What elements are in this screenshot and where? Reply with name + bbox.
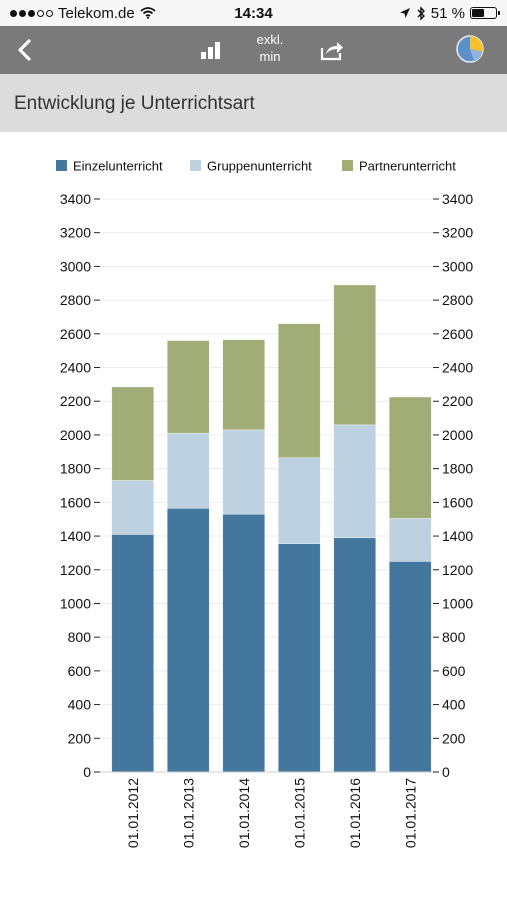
x-tick-label-1: 01.01.2013 (180, 778, 196, 848)
toolbar: exkl. min (0, 26, 507, 74)
min-label: min (259, 49, 281, 64)
y-tick-label-left: 400 (68, 697, 92, 713)
y-tick-label-left: 2200 (60, 393, 91, 409)
y-tick-label-right: 3000 (442, 258, 473, 274)
y-tick-label-right: 1200 (442, 562, 473, 578)
legend-swatch-1 (190, 160, 201, 171)
y-tick-label-right: 1600 (442, 494, 473, 510)
exkl-min-toggle[interactable]: exkl. min (252, 31, 288, 65)
carrier-label: Telekom.de (58, 4, 135, 22)
status-left: Telekom.de (10, 5, 156, 22)
bar-segment-2-5 (388, 396, 432, 519)
chart-type-button[interactable] (200, 40, 222, 60)
y-tick-label-left: 600 (68, 663, 92, 679)
bar-segment-2-3 (277, 323, 321, 458)
y-tick-label-right: 200 (442, 730, 466, 746)
bar-segment-0-4 (333, 537, 377, 773)
bar-segment-0-1 (166, 507, 210, 773)
y-tick-label-left: 200 (68, 730, 92, 746)
battery-level (472, 9, 484, 17)
bar-segment-2-1 (166, 340, 210, 434)
legend-swatch-2 (342, 160, 353, 171)
bar-segment-1-1 (166, 432, 210, 509)
y-tick-label-right: 3400 (442, 191, 473, 207)
bar-segment-1-2 (222, 429, 266, 515)
legend-swatch-0 (56, 160, 67, 171)
y-tick-label-left: 1400 (60, 528, 91, 544)
x-tick-label-5: 01.01.2017 (402, 778, 418, 848)
location-arrow-icon (399, 8, 410, 18)
bluetooth-icon (417, 5, 425, 21)
battery-icon (470, 7, 500, 19)
title-band: Entwicklung je Unterrichtsart (0, 74, 507, 132)
bar-segment-0-0 (111, 534, 155, 773)
y-tick-label-right: 600 (442, 663, 466, 679)
bar-segment-2-4 (333, 284, 377, 426)
bar-segment-2-0 (111, 386, 155, 481)
y-tick-label-right: 2800 (442, 292, 473, 308)
y-tick-label-left: 2600 (60, 326, 91, 342)
y-tick-label-left: 3200 (60, 225, 91, 241)
legend-label-2: Partnerunterricht (359, 159, 456, 174)
bar-segment-0-3 (277, 543, 321, 773)
exkl-label: exkl. (256, 32, 284, 47)
y-tick-label-right: 1000 (442, 595, 473, 611)
signal-strength-icon (10, 9, 53, 17)
y-tick-label-left: 2400 (60, 360, 91, 376)
y-tick-label-left: 2800 (60, 292, 91, 308)
legend-label-0: Einzelunterricht (73, 159, 163, 174)
share-button[interactable] (319, 38, 345, 62)
back-button[interactable] (14, 37, 36, 63)
y-tick-label-right: 800 (442, 629, 466, 645)
y-tick-label-right: 1400 (442, 528, 473, 544)
status-bar: Telekom.de 14:34 51 % (0, 0, 507, 26)
bar-segment-0-5 (388, 561, 432, 773)
bar-segment-1-5 (388, 518, 432, 562)
bar-segment-1-3 (277, 457, 321, 544)
bar-segment-2-2 (222, 339, 266, 431)
bar-segment-0-2 (222, 513, 266, 773)
y-tick-label-left: 800 (68, 629, 92, 645)
y-tick-label-right: 400 (442, 697, 466, 713)
clock: 14:34 (234, 4, 273, 22)
bar-segment-1-4 (333, 424, 377, 539)
status-right: 51 % (399, 4, 500, 22)
battery-percent: 51 % (430, 4, 465, 22)
wifi-icon (140, 7, 156, 19)
x-tick-label-3: 01.01.2015 (291, 778, 307, 848)
y-tick-label-left: 2000 (60, 427, 91, 443)
bar-segment-1-0 (111, 480, 155, 535)
y-tick-label-left: 3400 (60, 191, 91, 207)
y-tick-label-left: 3000 (60, 258, 91, 274)
x-tick-label-2: 01.01.2014 (236, 778, 252, 848)
pie-chart-button[interactable] (455, 34, 485, 64)
bar-chart-icon (201, 42, 220, 59)
legend-label-1: Gruppenunterricht (207, 159, 312, 174)
pie-chart-icon (456, 35, 484, 63)
y-tick-label-right: 2600 (442, 326, 473, 342)
share-icon (320, 42, 343, 61)
y-tick-label-right: 1800 (442, 461, 473, 477)
y-tick-label-left: 1000 (60, 595, 91, 611)
x-tick-label-4: 01.01.2016 (347, 778, 363, 848)
y-tick-label-right: 2400 (442, 360, 473, 376)
y-tick-label-right: 2200 (442, 393, 473, 409)
stacked-bar-chart: Einzelunterricht Gruppenunterricht Partner… (56, 159, 473, 848)
page-title: Entwicklung je Unterrichtsart (14, 93, 255, 114)
y-tick-label-right: 2000 (442, 427, 473, 443)
y-tick-label-right: 0 (442, 764, 450, 780)
y-tick-label-left: 1600 (60, 494, 91, 510)
x-tick-label-0: 01.01.2012 (125, 778, 141, 848)
chevron-left-icon (18, 39, 31, 61)
y-tick-label-left: 1200 (60, 562, 91, 578)
y-tick-label-left: 1800 (60, 461, 91, 477)
y-tick-label-right: 3200 (442, 225, 473, 241)
y-tick-label-left: 0 (83, 764, 91, 780)
